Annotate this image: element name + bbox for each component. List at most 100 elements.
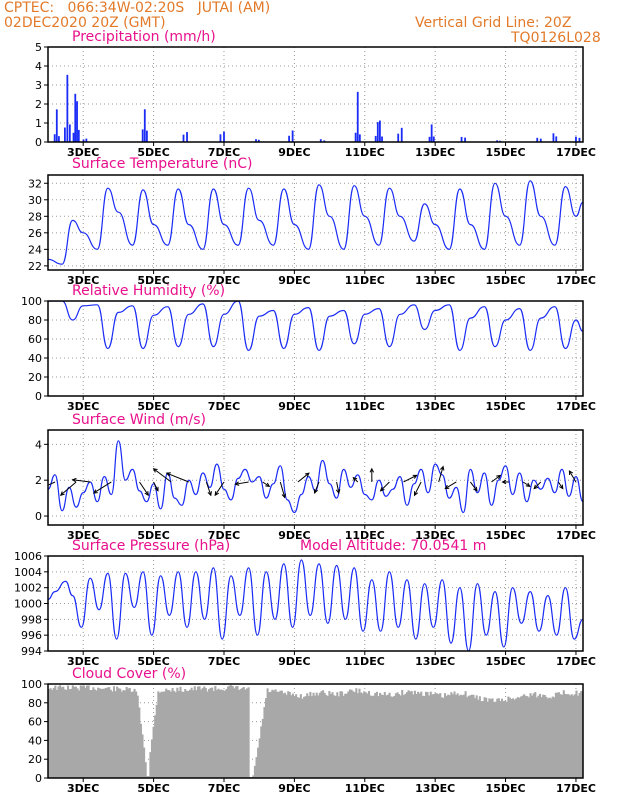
cloud-bar	[287, 691, 290, 778]
precip-bar	[63, 127, 66, 142]
wind-arrow-head	[533, 484, 539, 490]
y-tick-label: 1000	[14, 598, 42, 611]
cloud-bar	[439, 693, 442, 778]
cloud-bar	[578, 692, 581, 778]
cloud-bar	[341, 691, 344, 778]
x-tick-label: 13DEC	[415, 400, 455, 413]
x-tick-label: 17DEC	[556, 400, 596, 413]
cloud-bar	[573, 694, 576, 778]
cloud-bar	[317, 695, 320, 778]
cloud-bar	[173, 691, 176, 778]
cloud-bar	[380, 694, 383, 778]
cloud-bar	[318, 692, 321, 778]
wind-arrow-head	[144, 491, 149, 497]
precip-bar	[186, 132, 188, 142]
cloud-bar	[87, 685, 90, 778]
cloud-bar	[108, 687, 111, 778]
cloud-bar	[401, 689, 404, 778]
cloud-bar	[138, 707, 141, 778]
cloud-bar	[537, 695, 540, 778]
wind-arrow-head	[35, 488, 39, 491]
wind-arrow-head	[214, 491, 219, 497]
cloud-bar	[483, 697, 486, 778]
cloud-bar	[366, 693, 369, 778]
series-line	[48, 301, 583, 352]
y-tick-label: 40	[28, 352, 42, 365]
y-tick-label: 2	[35, 474, 42, 487]
cloud-bar	[524, 695, 527, 778]
cloud-bar	[423, 696, 426, 778]
cloud-bar	[540, 697, 543, 778]
cloud-bar	[531, 695, 534, 778]
cloud-bar	[268, 692, 271, 778]
cloud-bar	[382, 695, 385, 778]
cloud-bar	[312, 692, 315, 778]
cloud-bar	[518, 697, 521, 778]
wind-arrow-head	[92, 489, 98, 494]
wind-arrow-head	[335, 488, 341, 495]
cloud-bar	[63, 689, 66, 778]
cloud-bar	[462, 694, 466, 778]
x-tick-label: 3DEC	[67, 274, 99, 287]
wind-arrow	[522, 481, 531, 487]
x-tick-label: 7DEC	[208, 274, 240, 287]
grid-line-note: Vertical Grid Line: 20Z	[415, 15, 572, 31]
precip-bar	[430, 124, 433, 142]
cloud-bar	[553, 697, 556, 778]
cloud-bar	[475, 695, 478, 778]
y-tick-label: 20	[28, 371, 42, 384]
cloud-bar	[182, 691, 185, 778]
cloud-bar	[187, 690, 190, 778]
cloud-bar	[489, 699, 492, 778]
cloud-bar	[117, 688, 120, 778]
cloud-bar	[215, 689, 218, 778]
cloud-bar	[333, 695, 336, 778]
cloud-bar	[371, 696, 374, 778]
cloud-bar	[328, 691, 331, 778]
x-tick-label: 15DEC	[486, 782, 526, 795]
cloud-bar	[342, 695, 345, 778]
cloud-bar	[136, 695, 139, 778]
cloud-bar	[554, 692, 557, 778]
cloud-bar	[303, 696, 306, 778]
wind-arrow-head	[313, 488, 318, 495]
cloud-bar	[277, 692, 280, 778]
wind-arrow-head	[412, 474, 418, 479]
cloud-bar	[310, 696, 314, 778]
cloud-bar	[133, 688, 136, 778]
y-tick-label: 3	[35, 79, 42, 92]
x-tick-label: 7DEC	[208, 655, 240, 668]
x-tick-label: 3DEC	[67, 782, 99, 795]
cloud-bar	[561, 694, 564, 778]
x-tick-label: 11DEC	[345, 400, 385, 413]
cloud-bar	[344, 693, 347, 778]
cloud-bar	[212, 691, 215, 778]
precip-bar	[496, 140, 499, 142]
wind-arrow	[380, 481, 390, 492]
cloud-bar	[558, 692, 561, 778]
wind-arrow	[153, 481, 159, 492]
precip-bar	[74, 93, 77, 142]
wind-arrow	[262, 481, 270, 487]
y-tick-label: 1002	[14, 582, 42, 595]
cloud-bar	[348, 689, 352, 778]
cloud-bar	[114, 691, 117, 778]
panel-frame	[47, 46, 584, 143]
wind-arrow-head	[152, 468, 158, 473]
cloud-bar	[290, 695, 293, 778]
cloud-bar	[264, 698, 268, 778]
cloud-bar	[111, 691, 114, 778]
cloud-bar	[565, 694, 569, 778]
cloud-bar	[412, 694, 415, 778]
cloud-bar	[252, 775, 255, 778]
cloud-bar	[363, 691, 366, 778]
cloud-bar	[131, 691, 135, 778]
precip-bar	[539, 138, 542, 142]
cloud-bar	[201, 688, 204, 778]
wind-arrow-head	[369, 467, 375, 473]
cloud-bar	[556, 692, 559, 778]
wind-arrow	[314, 481, 320, 494]
y-tick-label: 1006	[14, 550, 42, 563]
cloud-bar	[410, 691, 413, 778]
cloud-bar	[535, 697, 538, 778]
